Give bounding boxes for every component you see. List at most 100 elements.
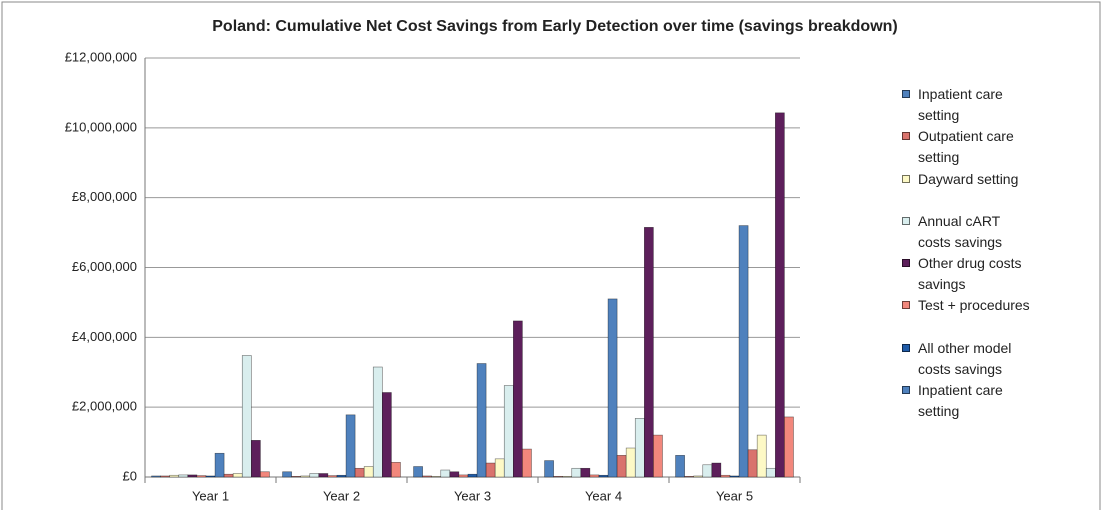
bar	[372, 366, 383, 478]
legend-swatch	[902, 90, 910, 98]
bar	[300, 475, 311, 478]
bar	[422, 475, 432, 478]
bar	[151, 475, 161, 478]
legend-item: Inpatient care setting	[902, 84, 1032, 126]
bar	[345, 414, 356, 478]
legend-label: Test + procedures	[918, 297, 1030, 314]
y-tick-label: £4,000,000	[72, 329, 137, 344]
legend-swatch	[902, 216, 910, 225]
legend-item: Inpatient care setting	[902, 380, 1032, 422]
bar	[251, 440, 261, 478]
legend-item: Dayward setting	[902, 169, 1032, 211]
legend-swatch	[902, 301, 910, 310]
bar	[223, 473, 234, 478]
bar	[382, 392, 392, 478]
bar	[607, 298, 618, 478]
legend-swatch	[902, 132, 910, 141]
bar	[318, 473, 329, 478]
bar	[571, 467, 582, 478]
legend-item: All other model costs savings	[902, 338, 1032, 380]
legend-swatch	[902, 343, 910, 352]
bar	[458, 474, 469, 478]
bar	[598, 474, 609, 478]
legend-label: Other drug costs savings	[918, 255, 1022, 293]
bar	[729, 475, 740, 478]
bar	[522, 448, 532, 478]
bar	[309, 473, 320, 478]
y-tick-label: £8,000,000	[72, 189, 137, 204]
bar	[160, 475, 170, 478]
bar	[282, 471, 292, 478]
legend-item: Outpatient care setting	[902, 126, 1032, 168]
bar	[503, 385, 514, 478]
legend-label: Outpatient care setting	[918, 128, 1014, 166]
legend-swatch	[902, 174, 910, 183]
bar	[449, 471, 460, 478]
bar	[747, 449, 758, 478]
legend-label: Inpatient care setting	[918, 86, 1003, 123]
bar	[634, 418, 645, 478]
bar	[784, 416, 794, 478]
x-tick-label: Year 3	[454, 488, 491, 503]
bar	[675, 455, 685, 478]
bar	[765, 467, 776, 478]
bar	[684, 476, 694, 478]
bar	[589, 474, 600, 478]
legend-label: Annual cART costs savings	[918, 212, 1003, 250]
bar	[513, 320, 523, 478]
bar	[625, 447, 636, 478]
bar	[644, 227, 654, 478]
bar	[544, 460, 554, 478]
bar	[553, 476, 563, 478]
bar	[187, 474, 198, 478]
bar	[485, 462, 496, 478]
y-tick-label: £10,000,000	[65, 119, 137, 134]
bar	[391, 462, 401, 478]
y-tick-label: £6,000,000	[72, 259, 137, 274]
bar	[467, 473, 478, 478]
legend-label: Inpatient care setting	[918, 382, 1003, 420]
legend-item: Test + procedures	[902, 295, 1032, 337]
x-tick-label: Year 5	[716, 488, 753, 503]
bar	[363, 466, 374, 478]
bar	[354, 467, 365, 478]
bar	[413, 466, 423, 478]
y-tick-label: £2,000,000	[72, 399, 137, 414]
x-tick-label: Year 1	[192, 488, 229, 503]
bar	[178, 474, 189, 478]
legend-swatch	[902, 259, 910, 268]
x-tick-label: Year 2	[323, 488, 360, 503]
y-tick-label: £0	[123, 468, 137, 483]
legend-label: Dayward setting	[918, 170, 1019, 187]
bar	[580, 467, 591, 478]
legend-item: Annual cART costs savings	[902, 211, 1032, 253]
bar	[711, 462, 722, 478]
bar	[616, 455, 627, 478]
bar	[260, 471, 270, 478]
x-tick-label: Year 4	[585, 488, 622, 503]
chart-title: Poland: Cumulative Net Cost Savings from…	[212, 18, 898, 35]
bar	[169, 474, 180, 478]
bar	[738, 225, 749, 478]
bar	[327, 475, 338, 478]
bar	[205, 475, 216, 478]
bar	[720, 474, 731, 478]
bar	[196, 475, 207, 478]
bar	[775, 112, 785, 478]
bar	[476, 363, 487, 478]
legend-label: All other model costs savings	[918, 339, 1012, 377]
bar	[693, 475, 704, 478]
bar	[440, 469, 451, 478]
bar	[653, 434, 663, 478]
bar	[241, 355, 252, 478]
legend-swatch	[902, 386, 910, 395]
bar	[291, 476, 301, 478]
bar	[232, 473, 243, 478]
bar	[214, 452, 225, 478]
bar	[756, 434, 767, 478]
y-tick-label: £12,000,000	[65, 49, 137, 64]
bar	[562, 476, 573, 478]
